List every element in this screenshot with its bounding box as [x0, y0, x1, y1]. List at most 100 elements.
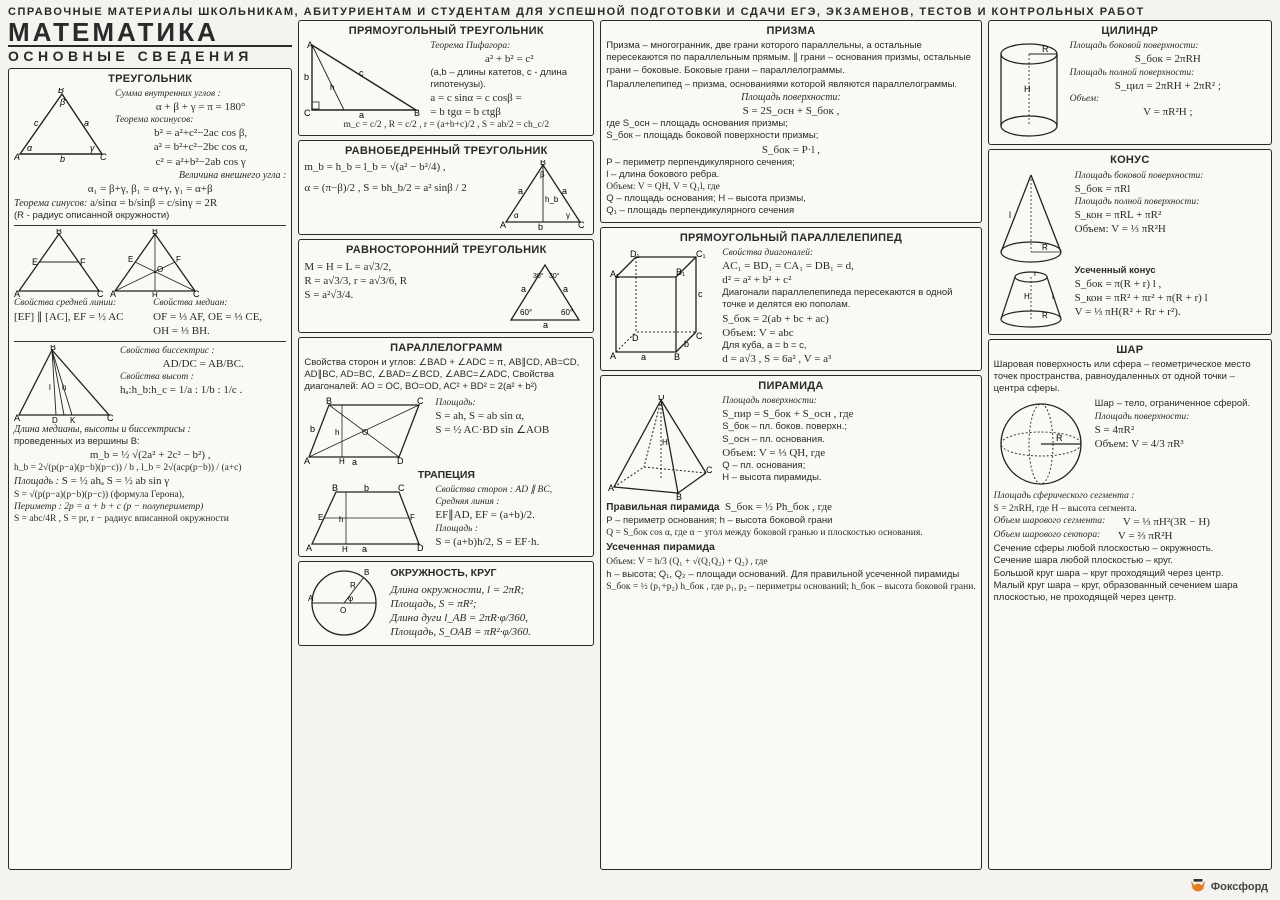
- svg-text:H: H: [339, 457, 345, 466]
- cylinder-card: ЦИЛИНДР RH Площадь боковой поверхности: …: [988, 20, 1272, 145]
- trunc-v: Объем: V = h/3 (Q₁ + √(Q₁Q₂) + Q₂) , где: [606, 556, 975, 568]
- reg-q: Q = S_бок cos α, где α − угол между боко…: [606, 527, 975, 539]
- sph-n4: Малый круг шара – круг, образованный сеч…: [994, 580, 1266, 604]
- cone-diagram: lR: [994, 170, 1069, 265]
- cyl-side: S_бок = 2πRH: [1070, 52, 1266, 66]
- circle-len: Длина окружности, l = 2πR;: [390, 583, 588, 597]
- prism-lnote: l – длина бокового ребра.: [606, 169, 975, 181]
- svg-text:C: C: [398, 484, 405, 493]
- para-area2: S = ½ AC·BD sin ∠AOB: [435, 423, 588, 437]
- svg-text:A: A: [110, 289, 116, 297]
- cone-card: КОНУС lR Площадь боковой поверхности: S_…: [988, 149, 1272, 334]
- sphere-body: Шар – тело, ограниченное сферой.: [1095, 398, 1266, 410]
- bis-label: Свойства биссектрис :: [120, 345, 286, 357]
- svg-text:O: O: [362, 428, 368, 437]
- svg-text:C: C: [97, 289, 104, 297]
- secv-label: Объем шарового сектора:: [994, 529, 1101, 541]
- svg-text:A: A: [14, 152, 20, 162]
- svg-text:C: C: [696, 331, 703, 341]
- trap-area: S = (a+b)h/2, S = EF·h.: [435, 535, 588, 549]
- svg-text:A: A: [608, 483, 614, 493]
- svg-text:B: B: [56, 229, 62, 236]
- rt-bot: m_c = c/2 , R = c/2 , r = (a+b+c)/2 , S …: [304, 119, 588, 131]
- med-label: Свойства медиан:: [153, 297, 286, 309]
- parallelogram-card: ПАРАЛЛЕЛОГРАММ Свойства сторон и углов: …: [298, 337, 594, 557]
- svg-text:B: B: [674, 352, 680, 362]
- circle-diagram: OR φ AB: [304, 565, 384, 641]
- column-2: ПРЯМОУГОЛЬНЫЙ ТРЕУГОЛЬНИК ACB ba ch Теор…: [298, 20, 594, 870]
- pyr-hn: H – высота пирамиды.: [722, 472, 975, 484]
- subtitle-text: ОСНОВНЫЕ СВЕДЕНИЯ: [8, 45, 292, 64]
- trunc-cone-label: Усеченный конус: [1075, 265, 1156, 276]
- tc-s: S_бок = π(R + r) l ,: [1075, 277, 1266, 291]
- ext-formula: α₁ = β+γ, β₁ = α+γ, γ₁ = α+β: [14, 182, 286, 196]
- svg-text:D: D: [658, 395, 665, 402]
- svg-text:a: a: [641, 352, 646, 362]
- mbh-sub: проведенных из вершины B:: [14, 436, 286, 448]
- foxford-text: Фоксфорд: [1211, 881, 1268, 893]
- svg-text:c: c: [359, 68, 364, 78]
- sph-n1: Сечение сферы любой плоскостью – окружно…: [994, 543, 1266, 555]
- svg-text:F: F: [80, 257, 86, 267]
- sin-label: Теорема синусов:: [14, 198, 87, 209]
- trunc-s: S_бок = ½ (p₁+p₂) h_бок , где p₁, p₂ – п…: [606, 581, 975, 593]
- svg-text:B: B: [540, 160, 546, 167]
- pyramid-diagram: DA BC H: [606, 395, 716, 500]
- pyr-sbok-n: S_бок – пл. боков. поверхн.;: [722, 421, 975, 433]
- svg-text:c: c: [698, 289, 703, 299]
- svg-text:D: D: [632, 333, 639, 343]
- med-diagram: O BAC EF H: [110, 229, 200, 297]
- triangle-diagram: β α γ B A C c a b: [14, 88, 109, 163]
- sphere-surf-label: Площадь поверхности:: [1095, 411, 1266, 423]
- svg-text:A: A: [304, 456, 310, 466]
- mbh-label: Длина медианы, высоты и биссектрисы :: [14, 423, 286, 436]
- svg-text:γ: γ: [566, 211, 570, 220]
- fox-icon: [1189, 879, 1207, 895]
- svg-text:B: B: [676, 492, 682, 500]
- cyl-title: ЦИЛИНДР: [994, 24, 1266, 38]
- segv: V = ⅓ πH²(3R − H): [1123, 515, 1210, 529]
- right-tri-title: ПРЯМОУГОЛЬНЫЙ ТРЕУГОЛЬНИК: [304, 24, 588, 38]
- svg-text:K: K: [70, 416, 76, 423]
- pyr-surf: S_пир = S_бок + S_осн , где: [722, 407, 975, 421]
- reg-pyr-label: Правильная пирамида: [606, 502, 719, 513]
- svg-text:R: R: [1056, 433, 1063, 443]
- svg-text:A: A: [500, 220, 506, 230]
- svg-text:F: F: [410, 513, 415, 522]
- sum-formula: α + β + γ = π = 180°: [115, 100, 286, 114]
- h-formula: hₐ:h_b:h_c = 1/a : 1/b : 1/c .: [120, 383, 286, 397]
- prism-pnote: P – периметр перпендикулярного сечения;: [606, 157, 975, 169]
- trap-diagram: BC AD EF ba hH: [304, 484, 429, 552]
- tri-last: S = abc/4R , S = pr, r − радиус вписанно…: [14, 513, 286, 525]
- med1: OF = ⅓ AF, OE = ⅓ CE,: [153, 310, 286, 324]
- seg: S = 2πRH, где H – высота сегмента.: [994, 503, 1266, 515]
- svg-text:B: B: [50, 345, 56, 352]
- svg-text:a: a: [563, 284, 568, 294]
- cos-label: Теорема косинусов:: [115, 114, 286, 126]
- svg-text:β: β: [540, 170, 545, 179]
- svg-text:α: α: [27, 143, 33, 153]
- svg-text:b: b: [60, 154, 65, 163]
- pped-diag2: d² = a² + b² + c²: [722, 273, 975, 287]
- pyr-surf-label: Площадь поверхности:: [722, 395, 975, 407]
- svg-text:a: a: [362, 544, 367, 552]
- prism-surf-label: Площадь поверхности:: [606, 91, 975, 104]
- cone-side: S_бок = πRl: [1075, 182, 1266, 196]
- svg-text:H: H: [1024, 292, 1030, 301]
- svg-text:a: a: [84, 118, 89, 128]
- triangle-card: ТРЕУГОЛЬНИК β α γ B A C c a b Сумма внут…: [8, 68, 292, 870]
- trap-mid-label: Средняя линия :: [435, 496, 588, 508]
- sphere-diagram: R: [994, 398, 1089, 490]
- circle-sec: Площадь, S_OAB = πR²·φ/360.: [390, 625, 588, 639]
- svg-text:B: B: [414, 108, 420, 118]
- svg-text:D: D: [52, 416, 58, 423]
- eq-diagram: 60°60° 30°30° aa a: [503, 260, 588, 328]
- svg-text:A: A: [14, 413, 20, 423]
- sphere-def: Шаровая поверхность или сфера – геометри…: [994, 359, 1266, 395]
- iso-tri-card: РАВНОБЕДРЕННЫЙ ТРЕУГОЛЬНИК m_b = h_b = l…: [298, 140, 594, 235]
- svg-text:60°: 60°: [520, 308, 532, 317]
- svg-text:A: A: [610, 351, 616, 361]
- rect-pped-card: ПРЯМОУГОЛЬНЫЙ ПАРАЛЛЕЛЕПИПЕД A₁B₁ D₁C₁ A…: [600, 227, 981, 371]
- cyl-side-label: Площадь боковой поверхности:: [1070, 40, 1266, 52]
- svg-text:C: C: [304, 108, 311, 118]
